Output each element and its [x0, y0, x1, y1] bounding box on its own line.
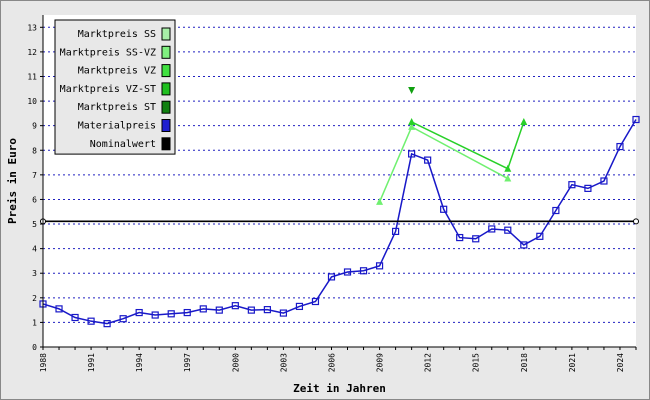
data-point	[504, 226, 512, 234]
x-tick-label: 2006	[327, 353, 336, 372]
legend-swatch-nominalwert	[161, 137, 171, 151]
data-point	[408, 117, 416, 125]
legend-swatch-marktpreis-ss	[161, 27, 171, 41]
data-point	[552, 206, 560, 215]
y-tick-label: 6	[32, 195, 37, 204]
legend-label-marktpreis-vz-st: Marktpreis VZ-ST	[60, 84, 156, 95]
data-point	[343, 268, 352, 276]
legend-label-marktpreis-ss-vz: Marktpreis SS-VZ	[60, 47, 156, 58]
data-point	[424, 156, 432, 164]
data-point	[520, 241, 528, 249]
legend-label-nominalwert: Nominalwert	[90, 139, 156, 150]
x-tick-label: 2018	[520, 353, 529, 372]
data-point	[568, 181, 576, 189]
x-tick-label: 1997	[183, 353, 192, 372]
data-point	[103, 320, 111, 328]
y-tick-label: 2	[32, 294, 37, 303]
y-tick-label: 7	[32, 171, 37, 180]
y-tick-label: 8	[32, 146, 37, 155]
data-point	[472, 235, 480, 243]
y-tick-label: 12	[27, 48, 37, 57]
series-marktpreis-st	[408, 87, 416, 95]
x-axis-title: Zeit in Jahren	[293, 382, 386, 395]
data-point	[632, 115, 640, 124]
data-point	[119, 315, 127, 323]
data-point	[408, 87, 416, 95]
data-point	[408, 122, 416, 130]
legend-swatch-marktpreis-ss-vz	[161, 45, 171, 59]
y-axis-title: Preis in Euro	[6, 138, 19, 224]
series-nominalwert	[40, 218, 639, 225]
data-point	[279, 309, 288, 317]
series-marktpreis-ss-vz	[376, 122, 512, 205]
data-point	[504, 164, 512, 172]
data-point	[215, 306, 223, 314]
data-point	[55, 305, 63, 313]
legend-label-materialpreis: Materialpreis	[78, 121, 156, 132]
legend-label-marktpreis-st: Marktpreis ST	[78, 102, 156, 113]
data-point	[183, 308, 191, 317]
y-tick-label: 3	[32, 269, 37, 278]
x-tick-label: 2003	[279, 353, 288, 372]
y-tick-label: 11	[27, 72, 37, 81]
data-point	[536, 232, 544, 240]
x-tick-label: 1988	[39, 353, 48, 372]
data-point	[600, 177, 608, 185]
data-point	[359, 267, 368, 275]
y-tick-label: 1	[32, 318, 37, 327]
legend-swatch-marktpreis-vz	[161, 64, 171, 78]
data-point	[87, 317, 95, 325]
legend-box	[54, 19, 176, 155]
data-point	[633, 218, 639, 225]
data-point	[616, 142, 624, 151]
x-tick-label: 1991	[87, 353, 96, 372]
x-tick-label: 1994	[135, 353, 144, 372]
y-tick-label: 9	[32, 122, 37, 131]
data-point	[584, 184, 592, 192]
y-tick-label: 13	[27, 23, 37, 32]
data-point	[295, 302, 304, 311]
data-point	[440, 205, 448, 213]
legend-label-marktpreis-ss: Marktpreis SS	[78, 29, 156, 40]
x-tick-label: 2012	[424, 353, 433, 372]
x-tick-label: 2009	[376, 353, 385, 372]
data-point	[375, 262, 384, 270]
x-tick-label: 2021	[568, 353, 577, 372]
series-layer	[39, 87, 640, 328]
data-point	[520, 117, 528, 125]
series-marktpreis-vz	[408, 117, 528, 172]
y-tick-label: 5	[32, 220, 37, 229]
legend-swatch-marktpreis-st	[161, 100, 171, 114]
data-point	[488, 225, 496, 233]
legend-label-marktpreis-vz: Marktpreis VZ	[78, 66, 156, 77]
x-tick-label: 2015	[472, 353, 481, 372]
data-point	[504, 174, 512, 182]
y-tick-label: 0	[32, 343, 37, 352]
y-tick-label: 10	[27, 97, 37, 106]
data-point	[263, 306, 271, 314]
y-tick-label: 4	[32, 245, 37, 254]
legend-swatch-materialpreis	[161, 119, 171, 132]
legend: Marktpreis SS Marktpreis SS-VZ Marktpreis …	[54, 19, 176, 155]
legend-swatch-marktpreis-vz-st	[161, 82, 171, 96]
data-point	[376, 197, 384, 205]
data-point	[327, 273, 336, 281]
grid	[43, 26, 636, 323]
data-point	[167, 310, 175, 318]
data-point	[135, 308, 143, 317]
data-point	[71, 313, 79, 322]
x-tick-label: 2000	[231, 353, 240, 372]
data-point	[408, 150, 416, 158]
data-point	[151, 311, 159, 319]
x-tick-label: 2024	[616, 353, 625, 372]
data-point	[311, 297, 320, 306]
data-point	[199, 305, 207, 313]
data-point	[456, 233, 464, 242]
data-point	[247, 306, 255, 314]
data-point	[231, 302, 239, 310]
data-point	[391, 227, 400, 236]
